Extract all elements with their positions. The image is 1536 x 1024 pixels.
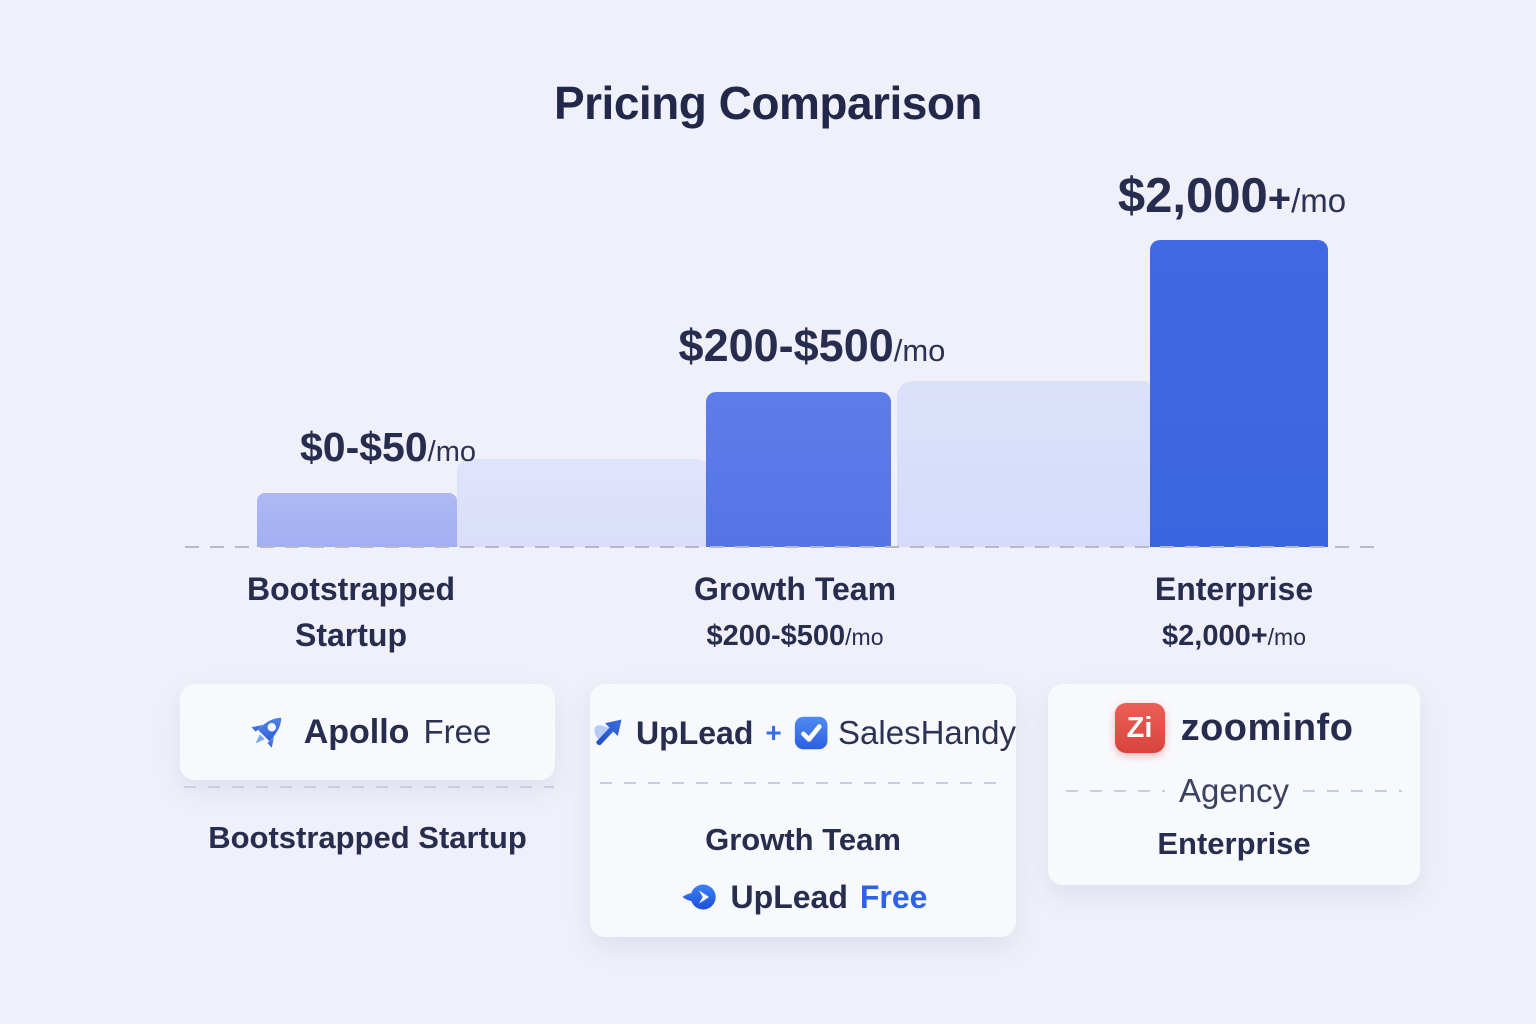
price-label-enterprise: $2,000+/mo	[1050, 168, 1414, 224]
apollo-free-text: Free	[423, 713, 492, 750]
uplead-brand-text: UpLead	[636, 714, 754, 751]
zoominfo-icon-text: Zi	[1126, 711, 1153, 744]
uplead-free-icon	[681, 884, 716, 910]
uplead-brand-text: UpLead	[730, 878, 848, 915]
uplead-free-text: Free	[859, 878, 928, 915]
divider-bootstrapped	[184, 786, 554, 788]
price-label-growth: $200-$500/mo	[650, 320, 974, 372]
zoominfo-logo-row: Zi zoominfo	[1048, 700, 1420, 756]
category-label-enterprise: Enterprise $2,000+/mo	[1084, 566, 1384, 653]
price-value: $0-$50	[299, 424, 428, 470]
price-period: /mo	[427, 436, 476, 468]
chart-baseline	[185, 546, 1382, 548]
bar-bootstrapped-startup	[257, 493, 457, 547]
page-title: Pricing Comparison	[553, 77, 983, 129]
bar-growth-team	[706, 392, 891, 547]
price-period: /mo	[1291, 182, 1347, 219]
saleshandy-brand-text: SalesHandy	[838, 714, 1016, 751]
zoominfo-brand-text: zoominfo	[1180, 706, 1354, 749]
uplead-free-row: UpLead Free	[590, 872, 1016, 922]
price-period: /mo	[893, 333, 946, 368]
price-plus: +	[1267, 177, 1292, 221]
plus-separator: +	[765, 717, 782, 748]
category-sub-price: $2,000+/mo	[1162, 620, 1306, 652]
divider-growth	[600, 782, 1006, 784]
card-bootstrapped-tools: Apollo Free	[180, 684, 555, 780]
card-growth-tools: UpLead + SalesHandy Growth Team	[590, 684, 1016, 937]
enterprise-tier-label: Enterprise	[1157, 826, 1311, 861]
step-band-2	[897, 381, 1153, 547]
step-band-1	[457, 459, 709, 547]
agency-tier-row: Agency	[1066, 772, 1403, 810]
price-value: $2,000	[1117, 169, 1268, 223]
agency-tier-label: Agency	[1178, 772, 1290, 809]
bootstrapped-footer-label: Bootstrapped Startup	[208, 820, 527, 855]
growth-card-title: Growth Team	[705, 822, 901, 857]
price-label-bootstrapped: $0-$50/mo	[238, 424, 538, 471]
card-enterprise-tools: Zi zoominfo Agency Enterprise	[1048, 684, 1420, 885]
uplead-icon	[594, 719, 622, 746]
bar-enterprise	[1150, 240, 1328, 547]
divider-segment-left	[1066, 790, 1165, 792]
zoominfo-icon: Zi	[1114, 703, 1165, 753]
category-label-bootstrapped: Bootstrapped Startup	[247, 571, 455, 653]
divider-segment-right	[1303, 790, 1403, 792]
rocket-icon	[251, 717, 281, 748]
category-label-growth: Growth Team $200-$500/mo	[645, 566, 945, 653]
apollo-brand-text: Apollo	[303, 712, 410, 751]
category-sub-price: $200-$500/mo	[706, 620, 884, 652]
apollo-logo-row: Apollo Free	[180, 684, 555, 780]
uplead-saleshandy-row: UpLead + SalesHandy	[590, 704, 1016, 762]
saleshandy-icon	[794, 716, 828, 750]
price-value: $200-$500	[678, 320, 894, 371]
